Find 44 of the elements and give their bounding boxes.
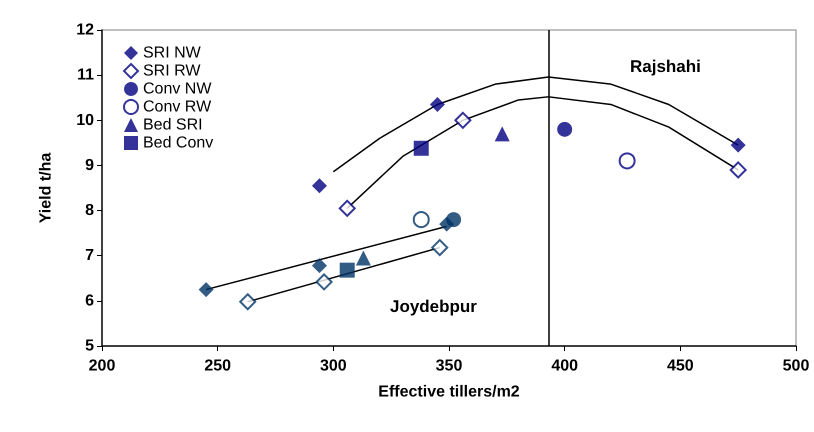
y-tick-label: 6 xyxy=(85,292,94,310)
point xyxy=(557,122,572,137)
point xyxy=(338,200,356,217)
legend-label: Bed SRI xyxy=(143,116,203,134)
legend-label: SRI NW xyxy=(143,44,202,62)
y-tick-label: 12 xyxy=(76,22,94,38)
x-axis-title: Effective tillers/m2 xyxy=(378,384,520,400)
legend-label: SRI RW xyxy=(143,62,202,80)
x-tick-label: 450 xyxy=(666,358,694,374)
point xyxy=(431,239,448,256)
y-tick-label: 5 xyxy=(85,338,94,354)
point xyxy=(239,293,256,310)
point xyxy=(454,112,472,129)
point xyxy=(446,212,462,228)
x-tick-label: 300 xyxy=(320,358,347,374)
y-tick-label: 10 xyxy=(76,112,94,129)
legend-label: Conv RW xyxy=(143,98,212,116)
x-tick-label: 200 xyxy=(88,358,116,374)
x-tick-label: 400 xyxy=(551,358,578,374)
x-tick-label: 350 xyxy=(436,358,462,374)
point xyxy=(730,138,746,153)
y-tick-label: 7 xyxy=(85,247,94,264)
point xyxy=(340,262,355,278)
x-tick-label: 500 xyxy=(782,358,810,374)
y-tick-label: 9 xyxy=(85,156,94,174)
legend-label: Bed Conv xyxy=(143,134,214,152)
y-axis-title: Yield t/ha xyxy=(38,152,54,224)
annotation: Rajshahi xyxy=(630,57,701,76)
point xyxy=(316,273,333,290)
annotation: Joydebpur xyxy=(390,297,478,316)
point xyxy=(414,140,429,156)
y-tick-label: 11 xyxy=(77,66,94,84)
legend-label: Conv NW xyxy=(143,80,212,98)
point xyxy=(356,250,371,266)
point xyxy=(494,126,510,142)
point xyxy=(412,211,430,228)
point xyxy=(730,161,747,178)
point xyxy=(198,282,214,298)
point xyxy=(430,96,445,112)
y-tick-label: 8 xyxy=(85,202,94,220)
point xyxy=(618,152,636,170)
point xyxy=(312,258,327,274)
x-tick-label: 250 xyxy=(204,358,232,374)
point xyxy=(312,178,327,194)
